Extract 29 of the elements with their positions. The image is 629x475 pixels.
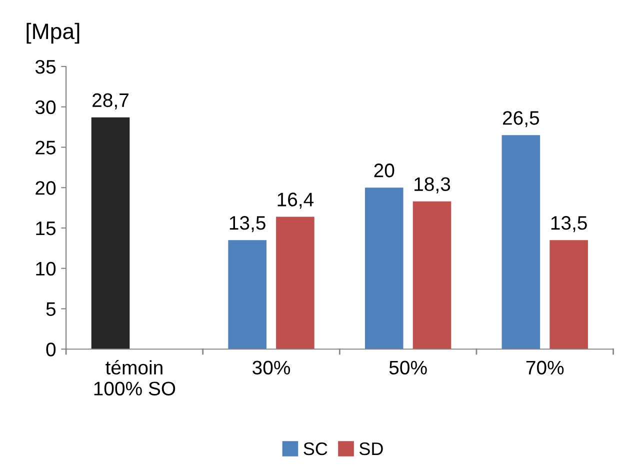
y-tick-label: 30 [35,100,56,114]
legend-label: SC [304,442,328,456]
data-label: 13,5 [230,216,266,232]
x-tick-label: témoin 100% SO [94,360,176,396]
x-tick-label: 70% [526,360,564,375]
data-label: 18,3 [414,177,450,194]
bar [550,240,588,350]
y-tick-label: 20 [36,181,56,195]
x-tick-label: 30% [252,360,290,375]
y-axis-title: [Mpa] [26,22,80,44]
bar [364,188,404,350]
bar [228,240,266,350]
y-tick-label: 35 [35,60,56,74]
y-tick-label: 15 [36,222,56,236]
legend-label: SD [359,442,383,456]
data-label: 13,5 [551,216,587,232]
y-tick-label: 25 [36,140,56,154]
bar [412,201,452,350]
bar [502,135,540,350]
y-tick-label: 0 [46,342,56,356]
data-label: 20 [374,164,394,178]
bar [276,216,314,350]
data-label: 26,5 [502,111,540,128]
y-tick-label: 5 [46,302,56,316]
x-tick-label: 50% [389,360,427,375]
y-tick-label: 10 [36,262,56,276]
data-label: 16,4 [278,192,314,209]
data-label: 28,7 [92,93,128,110]
bar [91,117,130,350]
